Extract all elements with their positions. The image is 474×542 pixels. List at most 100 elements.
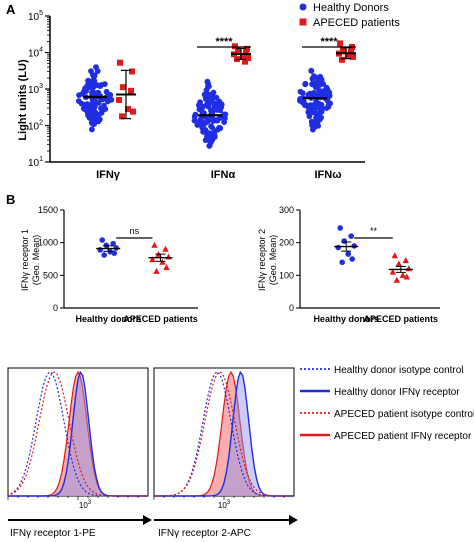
panel-b-right-y-label-1: IFNγ receptor 2 <box>257 229 267 291</box>
apeced-patient-point <box>399 271 406 278</box>
healthy-donor-point <box>209 124 216 131</box>
healthy-donor-point <box>200 103 206 110</box>
healthy-donor-point <box>323 84 330 91</box>
histogram-right-x-label: IFNγ receptor 2-APC <box>158 528 251 539</box>
healthy-donor-point <box>307 102 314 108</box>
panel-b-x-tick-label: APECED patients <box>364 314 439 324</box>
healthy-donor-point <box>348 233 355 239</box>
apeced-isotype-curve <box>154 371 294 497</box>
panel-b-y-tick-label: 1000 <box>38 238 58 248</box>
panel-a-x-tick-label: IFNα <box>211 169 236 181</box>
healthy-donor-point <box>211 132 218 139</box>
healthy-donor-point <box>314 117 320 124</box>
healthy-donor-point <box>213 94 220 101</box>
apeced-patient-point <box>151 241 158 248</box>
healthy-donor-point <box>301 100 308 107</box>
histogram-x-tick-label: 103 <box>79 500 92 510</box>
apeced-patient-point <box>242 58 248 65</box>
healthy-donor-point <box>321 91 328 98</box>
panel-b-left-y-label-2: (Geo. Mean) <box>31 235 41 286</box>
panel-b-y-tick-label: 1500 <box>38 205 58 215</box>
healthy-donor-point <box>89 126 95 133</box>
apeced-patient-point <box>232 43 238 50</box>
healthy-donor-point <box>210 89 217 96</box>
apeced-patient-point <box>395 260 402 267</box>
healthy-donor-point <box>204 97 211 103</box>
apeced-patient-point <box>117 59 123 66</box>
histogram-x-arrow-head <box>289 515 298 525</box>
apeced-patient-point <box>240 53 246 60</box>
healthy-donor-point <box>102 106 109 112</box>
legend-label-2: APECED patient isotype control <box>334 409 474 420</box>
panel-b-y-tick-label: 200 <box>279 238 294 248</box>
panel-a-x-tick-label: IFNω <box>314 169 341 181</box>
histogram-x-arrow-head <box>143 515 152 525</box>
healthy-donor-point <box>101 252 108 258</box>
panel-b-right-y-label-2: (Geo. Mean) <box>268 235 278 286</box>
histogram-x-tick-label: 103 <box>218 500 231 510</box>
apeced-patient-point <box>345 52 351 59</box>
healthy-donor-point <box>110 240 117 247</box>
apeced-patient-point <box>348 48 354 55</box>
healthy-donor-point <box>108 96 115 103</box>
healthy-donor-point <box>337 225 344 231</box>
panel-b-y-tick-label: 100 <box>279 270 294 280</box>
histogram-left-x-label: IFNγ receptor 1-PE <box>10 528 96 539</box>
healthy-donor-point <box>309 122 315 129</box>
healthy-donor-point <box>302 81 309 88</box>
apeced-patient-point <box>120 84 126 91</box>
apeced-patient-point <box>130 108 136 115</box>
healthy-donor-point <box>211 103 218 110</box>
healthy-donor-point <box>325 101 332 108</box>
healthy-donor-point <box>312 84 319 90</box>
apeced-patient-point <box>165 253 172 260</box>
apeced-patient-point <box>402 257 409 264</box>
panel-a-y-tick-label: 102 <box>28 120 43 133</box>
apeced-patient-point <box>245 54 251 61</box>
apeced-patient-point <box>153 267 160 274</box>
panel-a-significance-label: **** <box>215 36 233 48</box>
apeced-patient-point <box>116 96 122 103</box>
apeced-patient-point <box>340 46 346 53</box>
healthy-donor-point <box>95 100 102 106</box>
healthy-receptor-curve <box>8 370 148 497</box>
healthy-donor-point <box>98 109 105 116</box>
healthy-donor-point <box>99 237 106 243</box>
healthy-donor-point <box>199 124 206 131</box>
panel-a-y-tick-label: 105 <box>28 10 43 23</box>
healthy-donor-point <box>75 98 82 104</box>
healthy-donor-point <box>191 113 198 120</box>
healthy-donor-point <box>308 67 315 74</box>
healthy-donor-point <box>218 101 225 108</box>
healthy-donor-point <box>311 109 318 116</box>
apeced-patient-point <box>235 47 241 54</box>
healthy-donor-point <box>221 111 227 118</box>
healthy-donor-point <box>85 112 91 119</box>
apeced-patient-point <box>337 40 343 47</box>
healthy-donor-point <box>203 130 210 136</box>
apeced-patient-point <box>244 45 250 52</box>
panel-b-y-tick-label: 0 <box>289 303 294 313</box>
panel-label-a: A <box>6 2 16 17</box>
apeced-patient-point <box>405 265 412 272</box>
healthy-donor-point <box>316 110 322 117</box>
apeced-patient-point <box>391 252 398 259</box>
healthy-donor-point <box>85 77 91 84</box>
healthy-donor-point <box>326 89 333 96</box>
apeced-patient-point <box>128 87 134 94</box>
healthy-donor-point <box>313 98 319 105</box>
panel-a-x-tick-label: IFNγ <box>96 169 121 181</box>
healthy-donor-point <box>103 242 110 249</box>
healthy-donor-point <box>94 68 101 74</box>
apeced-patient-point <box>149 256 156 263</box>
panel-c-legend: Healthy donor isotype control Healthy don… <box>300 365 474 442</box>
legend-label-0: Healthy donor isotype control <box>334 365 464 376</box>
panel-b-y-tick-label: 500 <box>43 270 58 280</box>
apeced-patient-point <box>162 245 169 252</box>
apeced-receptor-curve <box>154 370 294 497</box>
healthy-donor-point <box>93 111 99 118</box>
panel-b-significance-label: ns <box>130 226 140 236</box>
healthy-donor-point <box>221 119 228 125</box>
healthy-donor-point <box>349 256 356 262</box>
